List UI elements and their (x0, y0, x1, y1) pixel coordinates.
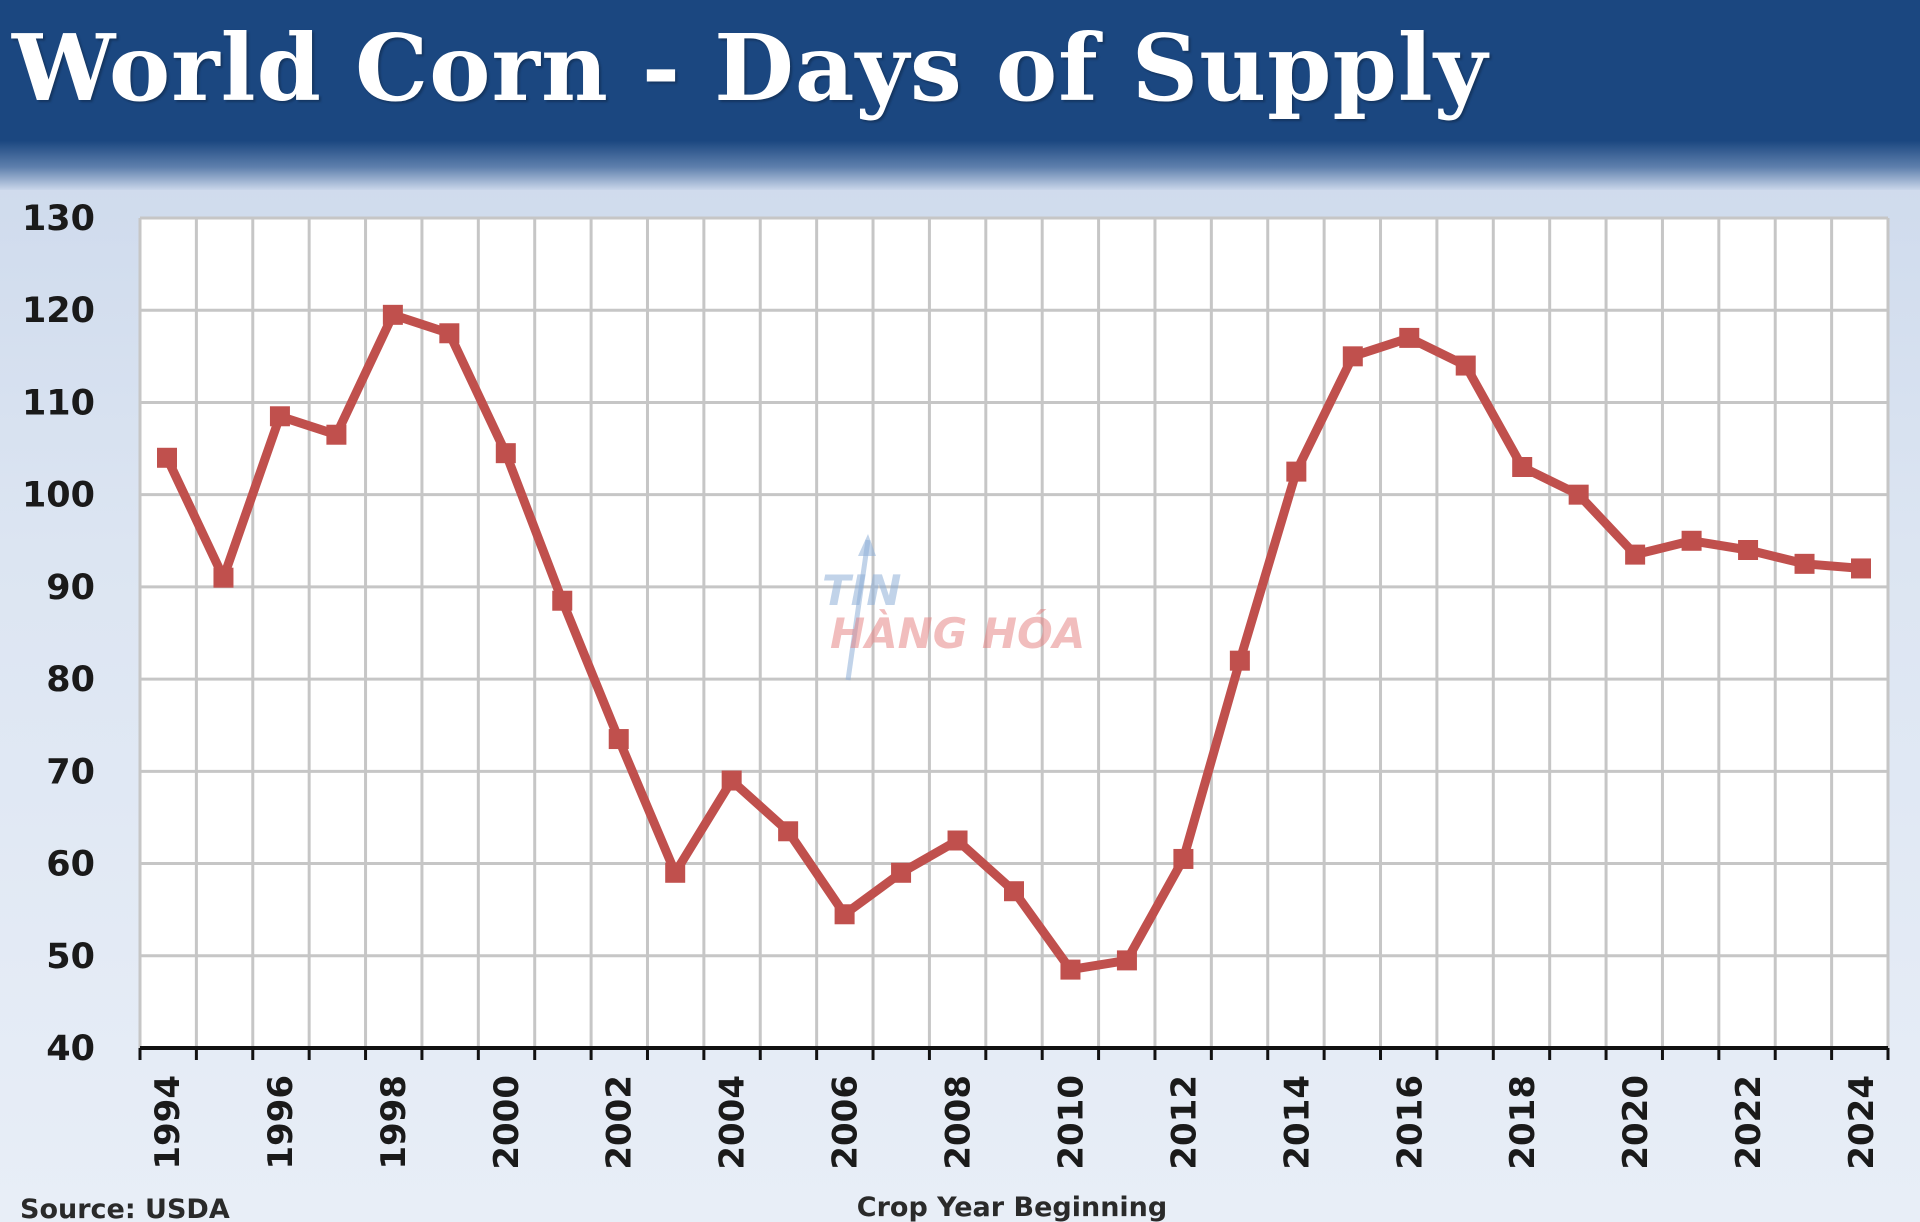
x-tick-label: 2002 (600, 1075, 640, 1170)
source-note: Source: USDA (20, 1194, 230, 1222)
data-point (891, 862, 912, 883)
data-point (665, 862, 686, 883)
x-tick-label: 2024 (1842, 1075, 1882, 1170)
data-point (1851, 558, 1871, 579)
data-point (382, 304, 403, 325)
data-point (1512, 457, 1533, 477)
x-axis-ticks: 1994 1996 1998 2000 2002 2004 2006 2008 2010 2012… (138, 1048, 1890, 1170)
x-tick-label: 2022 (1729, 1075, 1769, 1170)
watermark-text-tin: TIN (822, 566, 901, 615)
y-tick-label: 110 (22, 383, 95, 423)
data-point (1173, 848, 1194, 869)
x-tick-label: 2004 (713, 1075, 753, 1170)
data-point (947, 830, 968, 851)
data-point (552, 590, 573, 611)
data-point (1342, 346, 1363, 367)
data-point (1229, 650, 1250, 671)
data-point (1455, 355, 1476, 376)
x-tick-label: 2006 (826, 1075, 866, 1170)
x-tick-label: 2012 (1164, 1075, 1204, 1170)
watermark-text-hanghoa: HÀNG HÓA (830, 608, 1085, 658)
x-tick-label: 2016 (1390, 1075, 1430, 1170)
data-point (1738, 540, 1759, 560)
data-point (157, 447, 177, 468)
data-point (778, 821, 799, 842)
y-tick-label: 70 (46, 752, 95, 792)
y-axis-ticks: 40 50 60 70 80 90 100 110 120 130 (22, 199, 95, 1069)
data-point (269, 406, 290, 427)
watermark-logo: TIN HÀNG HÓA (822, 534, 1085, 681)
x-tick-label: 2010 (1051, 1075, 1091, 1170)
x-tick-label: 1996 (261, 1075, 301, 1170)
x-tick-label: 2020 (1616, 1075, 1656, 1170)
data-point (608, 729, 629, 750)
data-point (1060, 959, 1081, 980)
data-point (1794, 553, 1815, 574)
y-tick-label: 50 (46, 937, 95, 977)
data-point (1625, 544, 1646, 565)
y-tick-label: 60 (46, 845, 95, 885)
y-tick-label: 90 (46, 568, 95, 608)
y-tick-label: 100 (22, 476, 95, 516)
data-point (834, 904, 855, 925)
x-tick-label: 2008 (939, 1075, 979, 1170)
data-point (1681, 530, 1702, 551)
x-tick-label: 2000 (487, 1075, 527, 1170)
vertical-gridlines (138, 218, 1890, 1048)
y-tick-label: 40 (46, 1029, 95, 1069)
data-point (1004, 881, 1024, 902)
x-tick-label: 2018 (1503, 1075, 1543, 1170)
data-point (1568, 484, 1589, 505)
data-point (495, 443, 516, 464)
data-point (1399, 327, 1420, 348)
x-axis-label: Crop Year Beginning (857, 1192, 1167, 1222)
data-point (439, 323, 460, 344)
x-tick-label: 1998 (374, 1075, 414, 1170)
data-point (721, 770, 742, 791)
data-point (213, 567, 234, 588)
data-point-markers (157, 304, 1871, 980)
plot-area (140, 218, 1888, 1048)
horizontal-gridlines (140, 216, 1888, 958)
y-tick-label: 120 (22, 291, 95, 331)
x-tick-label: 1994 (148, 1075, 188, 1170)
chart-title: World Corn - Days of Supply (12, 14, 1489, 122)
y-tick-label: 80 (46, 660, 95, 700)
data-point (326, 424, 347, 445)
title-banner (0, 0, 1920, 190)
y-tick-label: 130 (22, 199, 95, 239)
x-tick-label: 2014 (1277, 1075, 1317, 1170)
data-point (1116, 950, 1137, 971)
data-point (1286, 461, 1307, 482)
